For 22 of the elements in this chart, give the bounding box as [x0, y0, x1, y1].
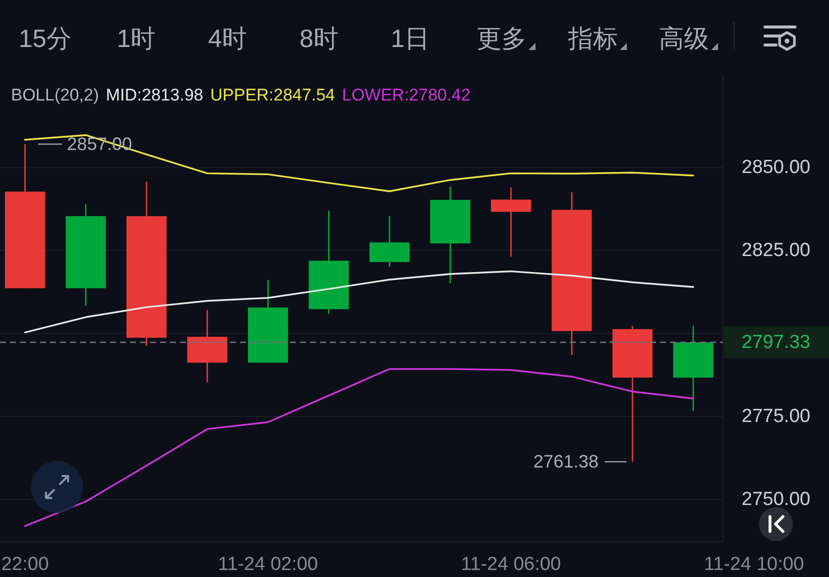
- x-tick-label: 11-24 10:00: [704, 554, 804, 575]
- y-tick-label: 2825.00: [742, 240, 810, 261]
- line-series: [24, 134, 694, 192]
- y-tick-label: 2775.00: [742, 406, 810, 427]
- x-tick-label: 11-24 02:00: [218, 554, 318, 575]
- x-tick-label: 22:00: [1, 554, 49, 575]
- text: 1时: [116, 25, 156, 53]
- x-tick-label: 11-24 06:00: [460, 554, 562, 575]
- text: 高级: [659, 25, 710, 53]
- text: 1日: [390, 25, 430, 53]
- text: 8时: [299, 25, 338, 53]
- y-tick-label: 2850.00: [742, 156, 810, 178]
- text: 2761.38: [533, 452, 598, 472]
- legend: BOLL(20,2) MID:2813.98 UPPER:2847.54 LOWER:2780.42: [11, 86, 470, 104]
- text: 4时: [208, 25, 248, 53]
- text: 指标: [566, 25, 618, 53]
- text: 15分: [18, 25, 72, 53]
- line-series: [24, 368, 694, 527]
- text: 更多: [476, 25, 526, 53]
- y-tick-label: 2750.00: [742, 489, 810, 510]
- y-tick-label: 2797.33: [742, 332, 810, 353]
- line-series: [24, 270, 694, 334]
